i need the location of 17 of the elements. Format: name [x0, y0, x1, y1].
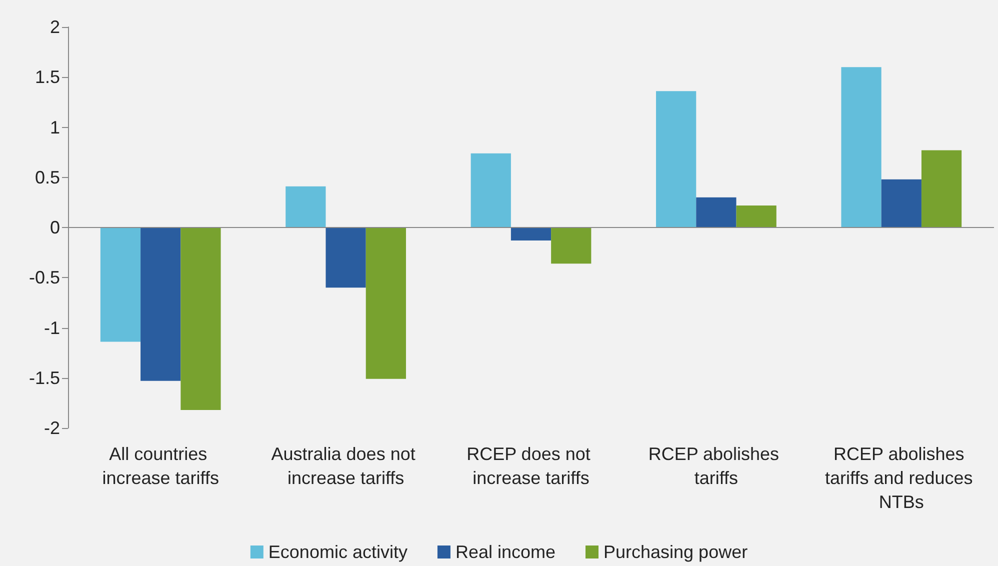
- y-tick-label: 0: [50, 218, 60, 238]
- legend-label: Real income: [455, 542, 556, 562]
- x-tick-label: RCEP does not increase tariffs: [466, 444, 596, 488]
- y-tick-label: -1: [44, 318, 60, 338]
- legend-label: Purchasing power: [604, 542, 748, 562]
- y-tick-label: -1.5: [28, 368, 60, 388]
- y-tick-label: 1: [50, 117, 60, 138]
- y-tick-label: 2: [50, 17, 60, 37]
- y-tick-label: 0.5: [34, 167, 60, 188]
- y-tick-label: -2: [44, 418, 60, 438]
- y-tick-label: 1.5: [34, 67, 60, 88]
- x-tick-label: RCEP abolishes tariffs: [648, 444, 784, 488]
- legend-label: Economic activity: [268, 542, 408, 562]
- x-tick-label: Australia does not increase tariffs: [271, 444, 420, 488]
- x-tick-label: RCEP abolishes tariffs and reduces NTBs: [825, 444, 978, 512]
- y-tick-label: -0.5: [28, 268, 60, 288]
- x-tick-label: All countries increase tariffs: [102, 444, 219, 488]
